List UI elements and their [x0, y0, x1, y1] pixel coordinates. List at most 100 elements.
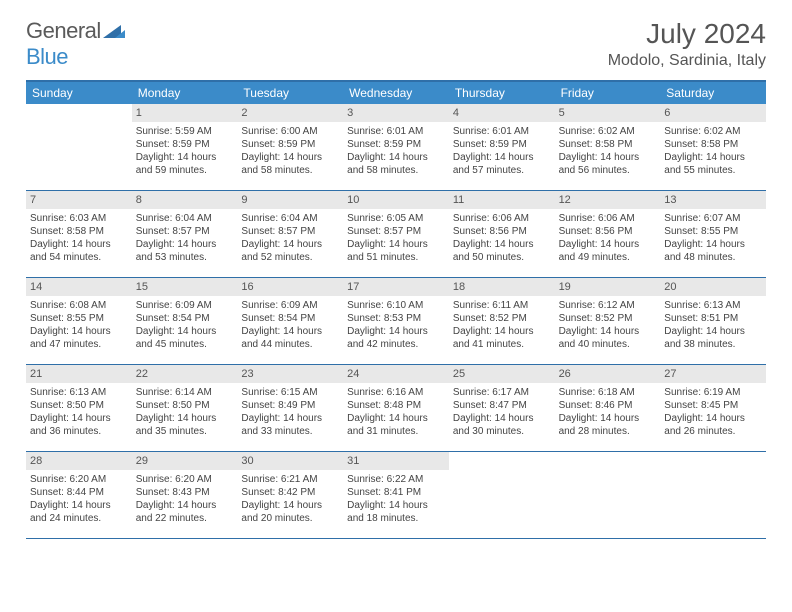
- calendar-cell: 10 Sunrise: 6:05 AMSunset: 8:57 PMDayligh…: [343, 191, 449, 277]
- sunrise-text: Sunrise: 6:09 AM: [136, 299, 234, 312]
- brand-triangle-icon: [103, 18, 125, 44]
- sunrise-text: Sunrise: 6:22 AM: [347, 473, 445, 486]
- sunset-text: Sunset: 8:57 PM: [347, 225, 445, 238]
- sunset-text: Sunset: 8:51 PM: [664, 312, 762, 325]
- day-number: 1: [132, 104, 238, 122]
- sunset-text: Sunset: 8:53 PM: [347, 312, 445, 325]
- sunrise-text: Sunrise: 6:09 AM: [241, 299, 339, 312]
- sunset-text: Sunset: 8:58 PM: [559, 138, 657, 151]
- sunrise-text: Sunrise: 6:00 AM: [241, 125, 339, 138]
- day-number: 8: [132, 191, 238, 209]
- sunset-text: Sunset: 8:56 PM: [453, 225, 551, 238]
- daylight-text: Daylight: 14 hours and 58 minutes.: [241, 151, 339, 177]
- calendar-cell: 30Sunrise: 6:21 AMSunset: 8:42 PMDayligh…: [237, 452, 343, 538]
- sunset-text: Sunset: 8:41 PM: [347, 486, 445, 499]
- daylight-text: Daylight: 14 hours and 24 minutes.: [30, 499, 128, 525]
- location-subtitle: Modolo, Sardinia, Italy: [608, 52, 766, 70]
- brand-logo: General Blue: [26, 18, 125, 70]
- daylight-text: Daylight: 14 hours and 59 minutes.: [136, 151, 234, 177]
- daylight-text: Daylight: 14 hours and 31 minutes.: [347, 412, 445, 438]
- daylight-text: Daylight: 14 hours and 47 minutes.: [30, 325, 128, 351]
- day-number: 14: [26, 278, 132, 296]
- calendar-cell: 26Sunrise: 6:18 AMSunset: 8:46 PMDayligh…: [555, 365, 661, 451]
- calendar-cell: 4Sunrise: 6:01 AMSunset: 8:59 PMDaylight…: [449, 104, 555, 190]
- calendar-cell: 24Sunrise: 6:16 AMSunset: 8:48 PMDayligh…: [343, 365, 449, 451]
- daylight-text: Daylight: 14 hours and 22 minutes.: [136, 499, 234, 525]
- calendar-cell: 22Sunrise: 6:14 AMSunset: 8:50 PMDayligh…: [132, 365, 238, 451]
- daylight-text: Daylight: 14 hours and 38 minutes.: [664, 325, 762, 351]
- sunset-text: Sunset: 8:48 PM: [347, 399, 445, 412]
- day-header: Sunday: [26, 82, 132, 104]
- brand-text: General Blue: [26, 18, 125, 70]
- calendar-cell: 21Sunrise: 6:13 AMSunset: 8:50 PMDayligh…: [26, 365, 132, 451]
- sunrise-text: Sunrise: 6:05 AM: [347, 212, 445, 225]
- day-number: 12: [555, 191, 661, 209]
- sunrise-text: Sunrise: 6:10 AM: [347, 299, 445, 312]
- calendar-cell: 18Sunrise: 6:11 AMSunset: 8:52 PMDayligh…: [449, 278, 555, 364]
- daylight-text: Daylight: 14 hours and 41 minutes.: [453, 325, 551, 351]
- sunset-text: Sunset: 8:54 PM: [241, 312, 339, 325]
- daylight-text: Daylight: 14 hours and 40 minutes.: [559, 325, 657, 351]
- daylight-text: Daylight: 14 hours and 26 minutes.: [664, 412, 762, 438]
- day-number: 29: [132, 452, 238, 470]
- sunrise-text: Sunrise: 6:02 AM: [559, 125, 657, 138]
- calendar-week: 28Sunrise: 6:20 AMSunset: 8:44 PMDayligh…: [26, 452, 766, 539]
- calendar-cell: 1 Sunrise: 5:59 AMSunset: 8:59 PMDaylight…: [132, 104, 238, 190]
- calendar-week: 14Sunrise: 6:08 AMSunset: 8:55 PMDayligh…: [26, 278, 766, 365]
- day-number: 16: [237, 278, 343, 296]
- sunset-text: Sunset: 8:58 PM: [664, 138, 762, 151]
- sunrise-text: Sunrise: 6:06 AM: [559, 212, 657, 225]
- daylight-text: Daylight: 14 hours and 42 minutes.: [347, 325, 445, 351]
- day-header-row: SundayMondayTuesdayWednesdayThursdayFrid…: [26, 82, 766, 104]
- sunset-text: Sunset: 8:45 PM: [664, 399, 762, 412]
- sunrise-text: Sunrise: 6:17 AM: [453, 386, 551, 399]
- day-header: Saturday: [660, 82, 766, 104]
- day-number: 17: [343, 278, 449, 296]
- day-header: Friday: [555, 82, 661, 104]
- calendar-cell: [449, 452, 555, 538]
- sunset-text: Sunset: 8:52 PM: [453, 312, 551, 325]
- calendar: SundayMondayTuesdayWednesdayThursdayFrid…: [26, 80, 766, 539]
- sunrise-text: Sunrise: 6:07 AM: [664, 212, 762, 225]
- title-block: July 2024 Modolo, Sardinia, Italy: [608, 18, 766, 70]
- calendar-cell: 12Sunrise: 6:06 AMSunset: 8:56 PMDayligh…: [555, 191, 661, 277]
- sunset-text: Sunset: 8:42 PM: [241, 486, 339, 499]
- sunrise-text: Sunrise: 6:06 AM: [453, 212, 551, 225]
- sunrise-text: Sunrise: 6:13 AM: [30, 386, 128, 399]
- daylight-text: Daylight: 14 hours and 51 minutes.: [347, 238, 445, 264]
- calendar-cell: 8Sunrise: 6:04 AMSunset: 8:57 PMDaylight…: [132, 191, 238, 277]
- daylight-text: Daylight: 14 hours and 30 minutes.: [453, 412, 551, 438]
- daylight-text: Daylight: 14 hours and 56 minutes.: [559, 151, 657, 177]
- sunrise-text: Sunrise: 6:20 AM: [136, 473, 234, 486]
- sunrise-text: Sunrise: 6:08 AM: [30, 299, 128, 312]
- calendar-cell: 11Sunrise: 6:06 AMSunset: 8:56 PMDayligh…: [449, 191, 555, 277]
- sunrise-text: Sunrise: 6:02 AM: [664, 125, 762, 138]
- sunset-text: Sunset: 8:59 PM: [241, 138, 339, 151]
- calendar-week: 7Sunrise: 6:03 AMSunset: 8:58 PMDaylight…: [26, 191, 766, 278]
- sunrise-text: Sunrise: 6:18 AM: [559, 386, 657, 399]
- day-number: 3: [343, 104, 449, 122]
- day-number: 20: [660, 278, 766, 296]
- day-header: Tuesday: [237, 82, 343, 104]
- day-number: 27: [660, 365, 766, 383]
- calendar-cell: 6Sunrise: 6:02 AMSunset: 8:58 PMDaylight…: [660, 104, 766, 190]
- day-number: 15: [132, 278, 238, 296]
- sunset-text: Sunset: 8:54 PM: [136, 312, 234, 325]
- sunset-text: Sunset: 8:52 PM: [559, 312, 657, 325]
- calendar-week: 1Sunrise: 5:59 AMSunset: 8:59 PMDaylight…: [26, 104, 766, 191]
- daylight-text: Daylight: 14 hours and 18 minutes.: [347, 499, 445, 525]
- day-number: 6: [660, 104, 766, 122]
- sunset-text: Sunset: 8:59 PM: [136, 138, 234, 151]
- sunset-text: Sunset: 8:57 PM: [136, 225, 234, 238]
- sunset-text: Sunset: 8:47 PM: [453, 399, 551, 412]
- daylight-text: Daylight: 14 hours and 36 minutes.: [30, 412, 128, 438]
- sunrise-text: Sunrise: 6:12 AM: [559, 299, 657, 312]
- day-number: 11: [449, 191, 555, 209]
- day-number: 9: [237, 191, 343, 209]
- sunrise-text: Sunrise: 6:13 AM: [664, 299, 762, 312]
- day-number: 10: [343, 191, 449, 209]
- day-number: 31: [343, 452, 449, 470]
- calendar-cell: [660, 452, 766, 538]
- sunrise-text: Sunrise: 5:59 AM: [136, 125, 234, 138]
- sunset-text: Sunset: 8:59 PM: [347, 138, 445, 151]
